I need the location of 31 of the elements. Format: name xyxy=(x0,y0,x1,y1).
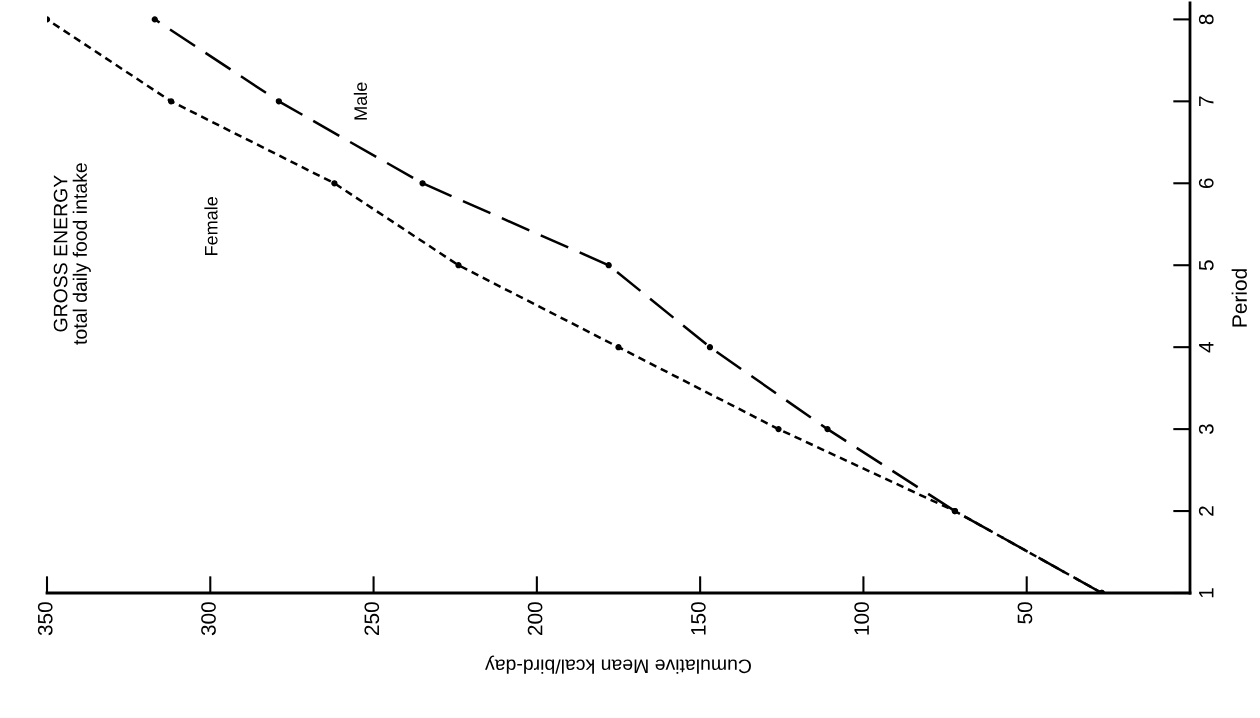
point xyxy=(706,344,714,351)
x-tick-label: 250 xyxy=(364,602,380,636)
point xyxy=(419,180,426,187)
point xyxy=(167,98,175,105)
point xyxy=(775,425,782,433)
x-tick-label: 150 xyxy=(690,602,706,635)
point xyxy=(605,262,612,269)
x-tick-label: 350 xyxy=(37,602,53,636)
x-tick-label: 50 xyxy=(1017,602,1033,624)
text: GROSS ENERGY total daily food intake xyxy=(53,163,91,345)
y-tick-label: 3 xyxy=(1198,424,1214,435)
text: Female xyxy=(204,197,218,255)
point xyxy=(331,180,338,187)
y-tick-label: 4 xyxy=(1199,341,1214,353)
y-axis-title: Period xyxy=(1231,269,1247,327)
point xyxy=(615,344,622,351)
point xyxy=(275,98,282,105)
y-tick-label: 2 xyxy=(1198,506,1214,516)
text: Male xyxy=(353,82,368,120)
y-tick-label: 8 xyxy=(1198,14,1214,25)
x-axis-title: Cumulative Mean kcal/bird-day xyxy=(485,655,751,674)
x-tick-label: 300 xyxy=(201,602,216,636)
point xyxy=(455,262,462,269)
y-tick-label: 5 xyxy=(1199,260,1214,271)
y-tick-label: 1 xyxy=(1199,588,1214,598)
point xyxy=(824,425,831,433)
x-tick-label: 200 xyxy=(527,602,543,636)
y-tick-label: 7 xyxy=(1199,96,1214,107)
x-tick-label: 100 xyxy=(854,602,870,635)
y-tick-label: 6 xyxy=(1198,178,1214,189)
point xyxy=(151,16,158,23)
